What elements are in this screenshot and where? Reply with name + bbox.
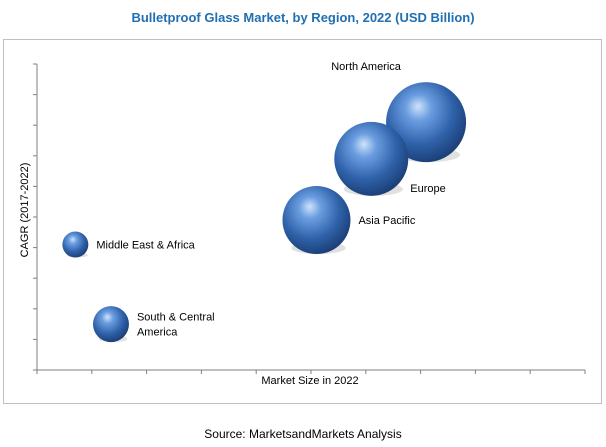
bubble-label-south-central-america: America (137, 327, 178, 339)
bubble-label-asia-pacific: Asia Pacific (358, 215, 415, 227)
bubble-labels: North America Europe Asia Pacific Middle Ea… (96, 61, 445, 338)
bubble-middle-east-africa (62, 231, 89, 258)
bubbles (62, 82, 467, 343)
bubble-label-europe: Europe (410, 183, 445, 195)
bubble-south-central-america (92, 306, 129, 343)
bubble-label-north-america: North America (331, 61, 402, 73)
axes (33, 63, 586, 374)
bubble-asia-pacific (282, 186, 351, 255)
y-axis-label: CAGR (2017-2022) (19, 163, 31, 258)
bubble-label-south-central-america: South & Central (137, 312, 215, 324)
chart-frame (3, 39, 602, 404)
x-axis-label: Market Size in 2022 (261, 375, 358, 387)
bubble-label-middle-east-africa: Middle East & Africa (96, 240, 195, 252)
chart-title: Bulletproof Glass Market, by Region, 202… (131, 10, 475, 25)
source-note: Source: MarketsandMarkets Analysis (204, 427, 402, 441)
bubble-north-america (386, 82, 467, 163)
bubble-europe (334, 121, 409, 196)
